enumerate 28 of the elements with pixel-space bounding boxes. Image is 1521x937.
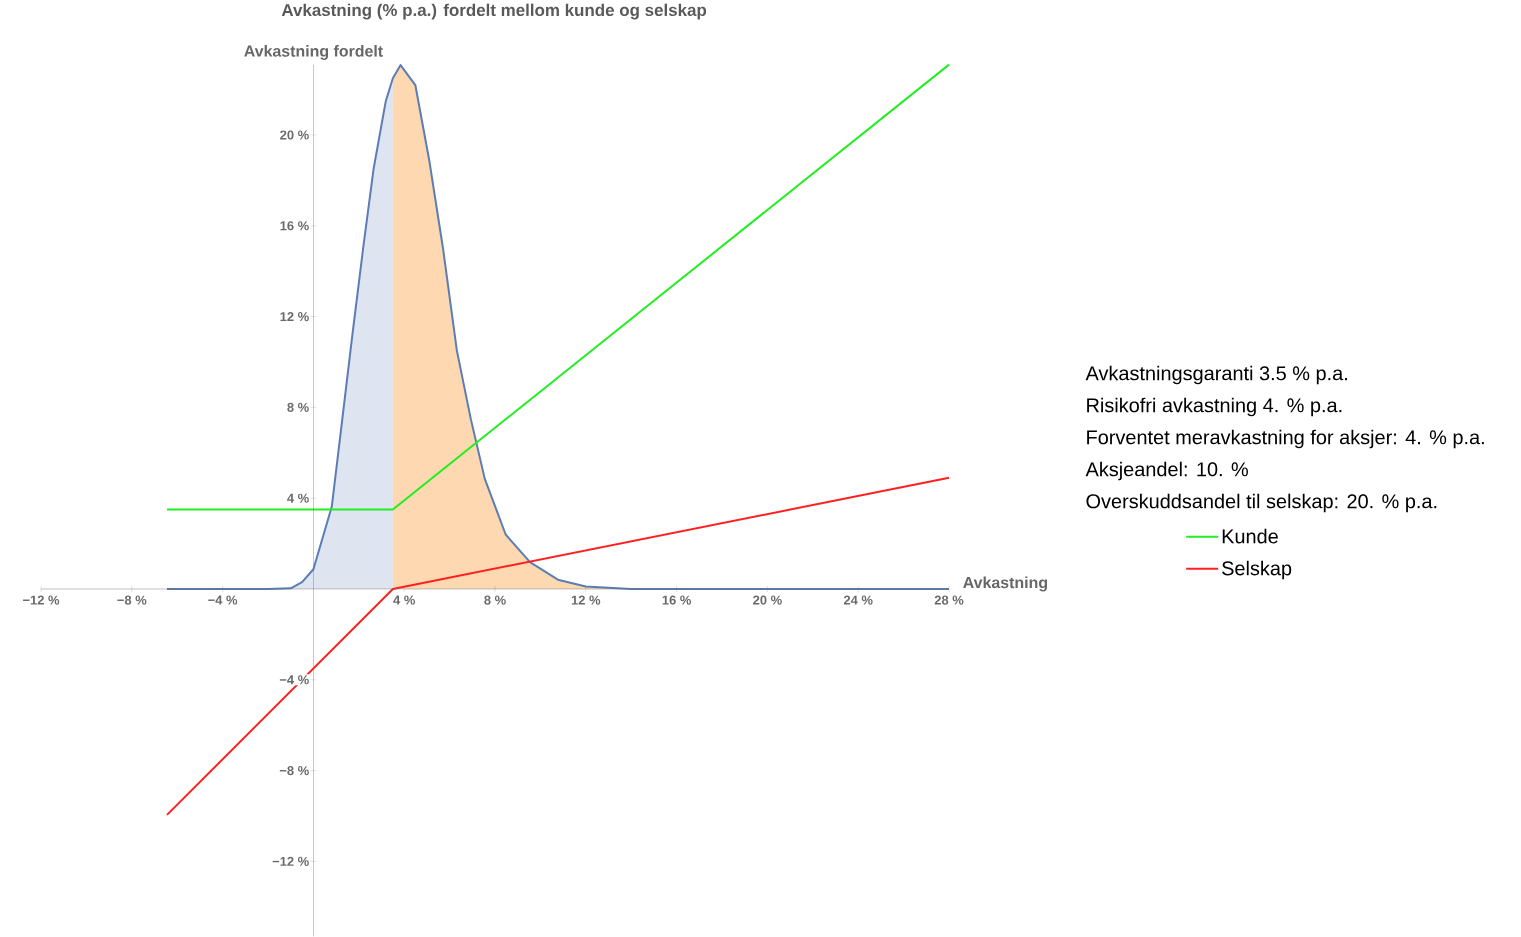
y-tick-label: 8 %: [287, 402, 309, 412]
x-tick-label: 16 %: [662, 595, 692, 605]
x-tick-label: 8 %: [484, 595, 506, 605]
x-tick-label: −12 %: [22, 595, 60, 605]
y-tick-label: 12 %: [280, 312, 309, 322]
text: Avkastningsgaranti 3.5 % p.a.: [1085, 365, 1347, 385]
y-tick-label: −4 %: [279, 675, 309, 685]
x-axis-title: Avkastning: [963, 576, 1047, 592]
chart-title: Avkastning (% p.a.) fordelt mellom kunde og selskap: [281, 3, 707, 20]
y-tick-label: −12 %: [272, 856, 309, 866]
x-tick-label: −8 %: [117, 595, 147, 605]
y-tick-label: 4 %: [287, 493, 309, 503]
text: Risikofri avkastning 4. % p.a.: [1087, 397, 1342, 417]
y-tick-label: 20 %: [280, 130, 309, 140]
x-tick-label: −4 %: [208, 595, 238, 605]
legend-label: Kunde: [1222, 528, 1278, 544]
legend-label: Selskap: [1222, 560, 1292, 580]
y-axis-title: Avkastning fordelt: [244, 45, 383, 60]
text: Overskuddsandel til selskap: 20. % p.a.: [1086, 493, 1437, 513]
text: Forventet meravkastning for aksjer: 4. % p.a.: [1087, 429, 1484, 449]
text: Aksjeandel: 10. %: [1085, 461, 1248, 481]
x-tick-label: 24 %: [843, 595, 873, 605]
x-tick-label: 20 %: [753, 595, 782, 605]
x-tick-label: 12 %: [571, 595, 601, 605]
x-tick-label: 28 %: [934, 595, 964, 605]
y-tick-label: 16 %: [280, 221, 309, 231]
y-tick-label: −8 %: [279, 766, 309, 776]
x-tick-label: 4 %: [393, 595, 416, 605]
